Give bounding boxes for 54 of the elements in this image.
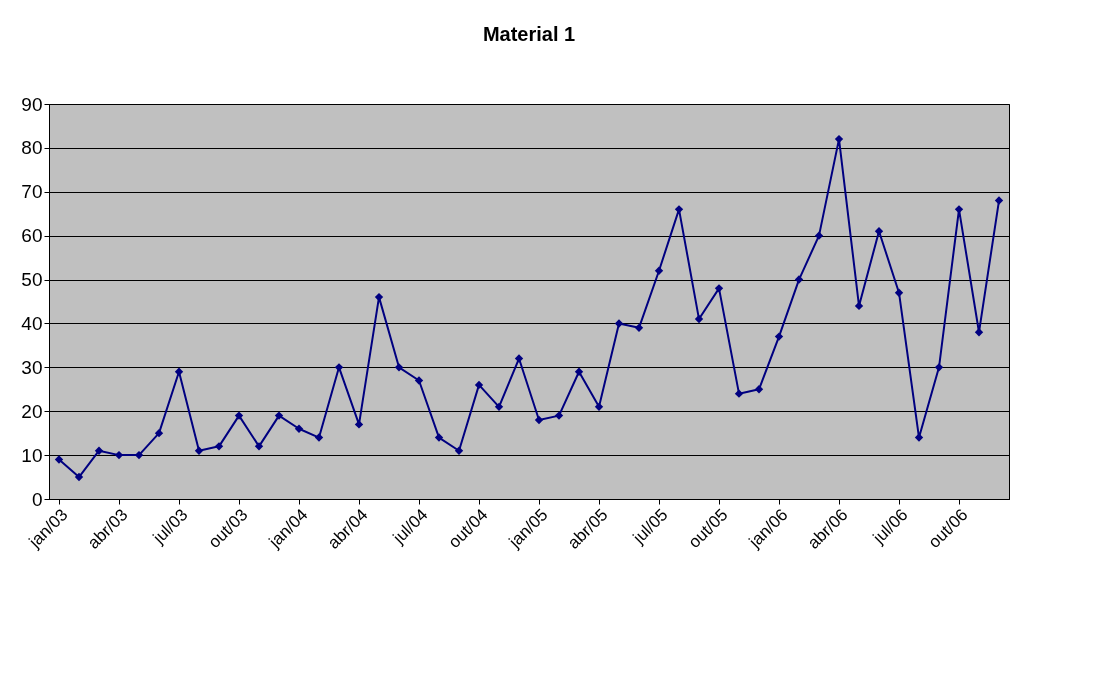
point xyxy=(594,402,604,412)
point xyxy=(734,389,744,398)
y-tick-label: 90 xyxy=(21,93,43,115)
point xyxy=(494,402,504,412)
point xyxy=(394,363,404,372)
y-tick-label: 60 xyxy=(21,225,43,247)
point xyxy=(334,363,344,372)
point xyxy=(794,275,804,284)
point xyxy=(994,196,1004,205)
point xyxy=(814,231,824,240)
point xyxy=(214,442,224,451)
point xyxy=(254,442,264,451)
y-tick-label: 20 xyxy=(21,400,43,422)
point xyxy=(974,328,984,337)
point xyxy=(474,380,484,390)
point xyxy=(434,433,444,442)
point xyxy=(774,332,784,341)
point xyxy=(354,420,364,429)
y-tick-label: 10 xyxy=(21,444,43,466)
point xyxy=(274,411,284,420)
point xyxy=(194,446,204,455)
point xyxy=(754,385,764,394)
point xyxy=(154,428,164,438)
point xyxy=(174,367,184,376)
y-tick-label: 40 xyxy=(21,312,43,334)
point xyxy=(714,284,724,293)
point xyxy=(954,205,964,214)
point xyxy=(94,446,104,455)
point xyxy=(414,376,424,385)
point xyxy=(314,433,324,442)
point xyxy=(654,266,664,275)
y-tick-label: 70 xyxy=(21,181,43,203)
point xyxy=(674,205,684,214)
point xyxy=(694,314,704,324)
point xyxy=(534,415,544,425)
chart-title: Material 1 xyxy=(482,23,576,45)
y-tick-label: 80 xyxy=(21,137,43,159)
point xyxy=(634,323,644,333)
point xyxy=(874,227,884,236)
point xyxy=(74,472,84,482)
point xyxy=(894,288,904,297)
point xyxy=(294,424,304,433)
point xyxy=(934,363,944,372)
point xyxy=(554,411,564,420)
y-tick-label: 50 xyxy=(21,269,43,291)
point xyxy=(54,455,64,464)
point xyxy=(914,433,924,442)
y-tick-label: 30 xyxy=(21,356,43,378)
point xyxy=(234,411,244,420)
point xyxy=(454,446,464,455)
point xyxy=(574,367,584,376)
point xyxy=(614,319,624,328)
y-tick-label: 0 xyxy=(31,488,43,510)
point xyxy=(514,354,524,363)
